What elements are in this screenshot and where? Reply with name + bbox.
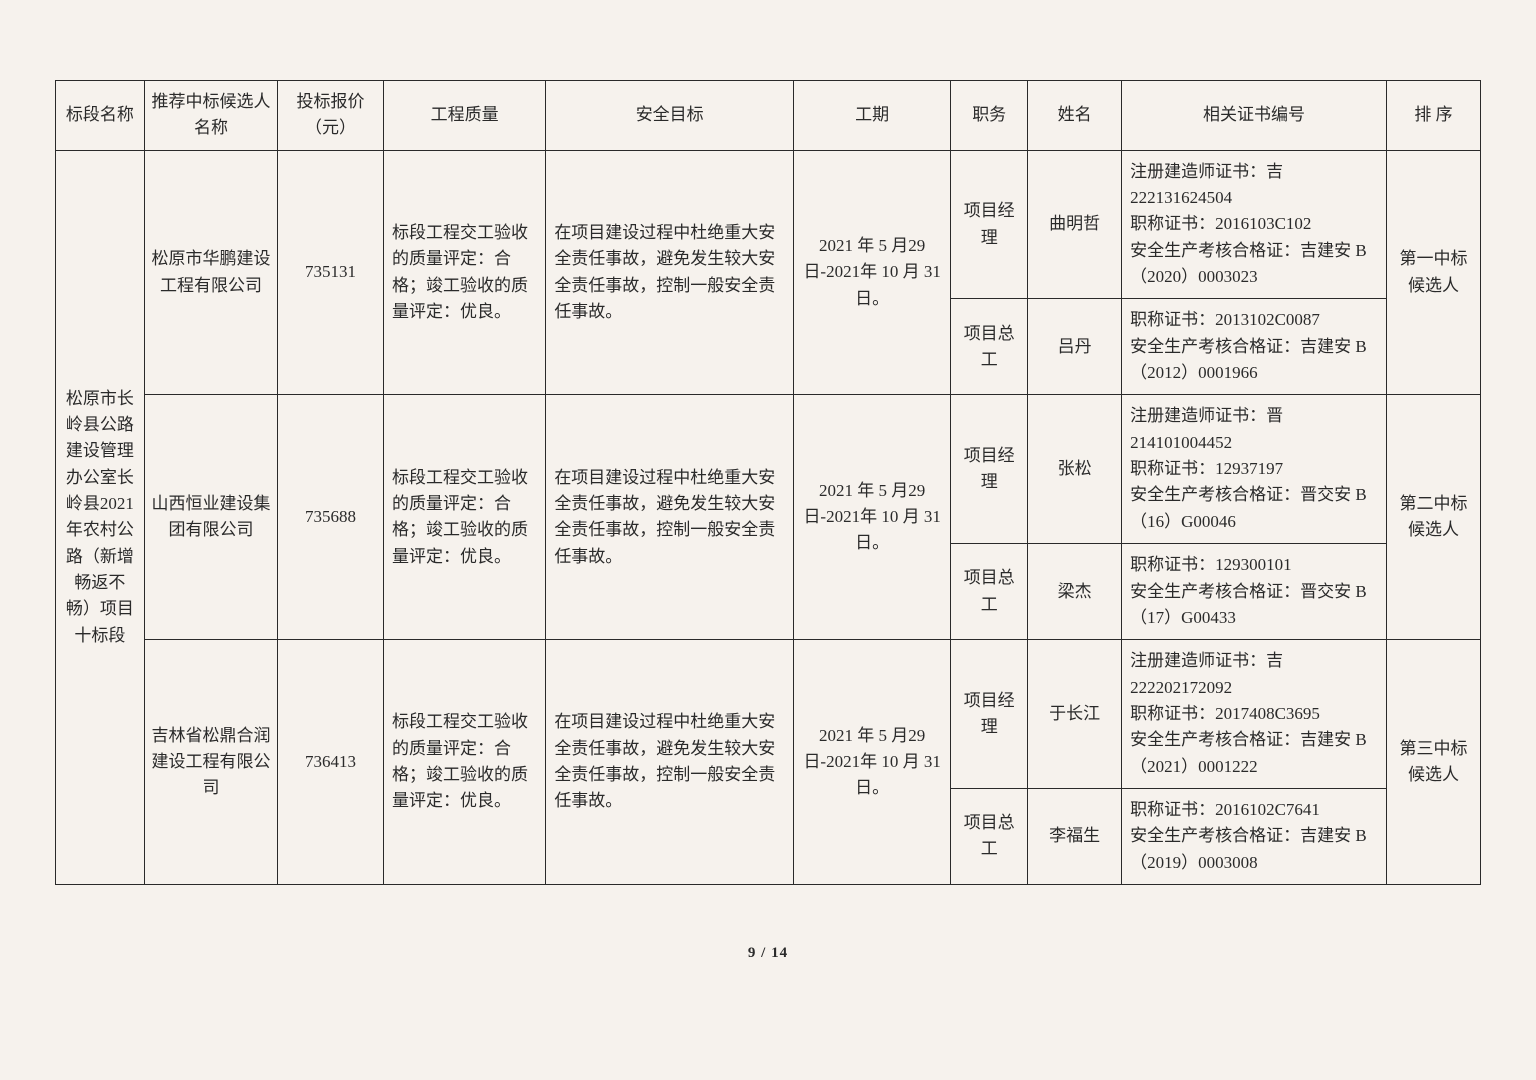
th-safety: 安全目标	[546, 81, 794, 151]
th-period: 工期	[794, 81, 951, 151]
cell-cert: 职称证书：129300101安全生产考核合格证：晋交安 B（17）G00433	[1122, 544, 1387, 640]
cell-role: 项目总工	[951, 544, 1028, 640]
cell-company: 吉林省松鼎合润建设工程有限公司	[144, 640, 277, 885]
th-cert: 相关证书编号	[1122, 81, 1387, 151]
cell-company: 松原市华鹏建设工程有限公司	[144, 150, 277, 395]
cell-rank: 第一中标候选人	[1386, 150, 1480, 395]
cell-cert: 注册建造师证书：晋214101004452职称证书：12937197安全生产考核…	[1122, 395, 1387, 544]
cell-cert: 注册建造师证书：吉222202172092职称证书：2017408C3695安全…	[1122, 640, 1387, 789]
cell-price: 735131	[278, 150, 384, 395]
th-section: 标段名称	[56, 81, 145, 151]
th-quality: 工程质量	[384, 81, 546, 151]
cell-period: 2021 年 5 月29 日-2021年 10 月 31日。	[794, 640, 951, 885]
cell-quality: 标段工程交工验收的质量评定：合格；竣工验收的质量评定：优良。	[384, 640, 546, 885]
table-row: 吉林省松鼎合润建设工程有限公司 736413 标段工程交工验收的质量评定：合格；…	[56, 640, 1481, 789]
cell-person-name: 于长江	[1028, 640, 1122, 789]
cell-role: 项目经理	[951, 150, 1028, 299]
th-price: 投标报价（元）	[278, 81, 384, 151]
cell-quality: 标段工程交工验收的质量评定：合格；竣工验收的质量评定：优良。	[384, 150, 546, 395]
cell-price: 736413	[278, 640, 384, 885]
cell-quality: 标段工程交工验收的质量评定：合格；竣工验收的质量评定：优良。	[384, 395, 546, 640]
cell-company: 山西恒业建设集团有限公司	[144, 395, 277, 640]
table-container: 标段名称 推荐中标候选人名称 投标报价（元） 工程质量 安全目标 工期 职务 姓…	[55, 80, 1481, 885]
table-header-row: 标段名称 推荐中标候选人名称 投标报价（元） 工程质量 安全目标 工期 职务 姓…	[56, 81, 1481, 151]
cell-person-name: 张松	[1028, 395, 1122, 544]
cell-rank: 第二中标候选人	[1386, 395, 1480, 640]
cell-role: 项目经理	[951, 640, 1028, 789]
table-row: 山西恒业建设集团有限公司 735688 标段工程交工验收的质量评定：合格；竣工验…	[56, 395, 1481, 544]
cell-cert: 注册建造师证书：吉222131624504职称证书：2016103C102安全生…	[1122, 150, 1387, 299]
th-candidate: 推荐中标候选人名称	[144, 81, 277, 151]
th-name: 姓名	[1028, 81, 1122, 151]
cell-role: 项目总工	[951, 299, 1028, 395]
cell-rank: 第三中标候选人	[1386, 640, 1480, 885]
cell-section-name: 松原市长岭县公路建设管理办公室长岭县2021 年农村公路（新增畅返不畅）项目十标…	[56, 150, 145, 884]
cell-cert: 职称证书：2013102C0087安全生产考核合格证：吉建安 B（2012）00…	[1122, 299, 1387, 395]
cell-safety: 在项目建设过程中杜绝重大安全责任事故，避免发生较大安全责任事故，控制一般安全责任…	[546, 395, 794, 640]
cell-safety: 在项目建设过程中杜绝重大安全责任事故，避免发生较大安全责任事故，控制一般安全责任…	[546, 150, 794, 395]
page-number: 9 / 14	[748, 945, 788, 962]
cell-role: 项目经理	[951, 395, 1028, 544]
cell-cert: 职称证书：2016102C7641安全生产考核合格证：吉建安 B（2019）00…	[1122, 788, 1387, 884]
cell-period: 2021 年 5 月29 日-2021年 10 月 31日。	[794, 150, 951, 395]
cell-price: 735688	[278, 395, 384, 640]
table-row: 松原市长岭县公路建设管理办公室长岭县2021 年农村公路（新增畅返不畅）项目十标…	[56, 150, 1481, 299]
cell-period: 2021 年 5 月29 日-2021年 10 月 31日。	[794, 395, 951, 640]
cell-person-name: 曲明哲	[1028, 150, 1122, 299]
cell-role: 项目总工	[951, 788, 1028, 884]
cell-person-name: 梁杰	[1028, 544, 1122, 640]
th-role: 职务	[951, 81, 1028, 151]
cell-person-name: 李福生	[1028, 788, 1122, 884]
cell-safety: 在项目建设过程中杜绝重大安全责任事故，避免发生较大安全责任事故，控制一般安全责任…	[546, 640, 794, 885]
cell-person-name: 吕丹	[1028, 299, 1122, 395]
bid-table: 标段名称 推荐中标候选人名称 投标报价（元） 工程质量 安全目标 工期 职务 姓…	[55, 80, 1481, 885]
th-rank: 排 序	[1386, 81, 1480, 151]
